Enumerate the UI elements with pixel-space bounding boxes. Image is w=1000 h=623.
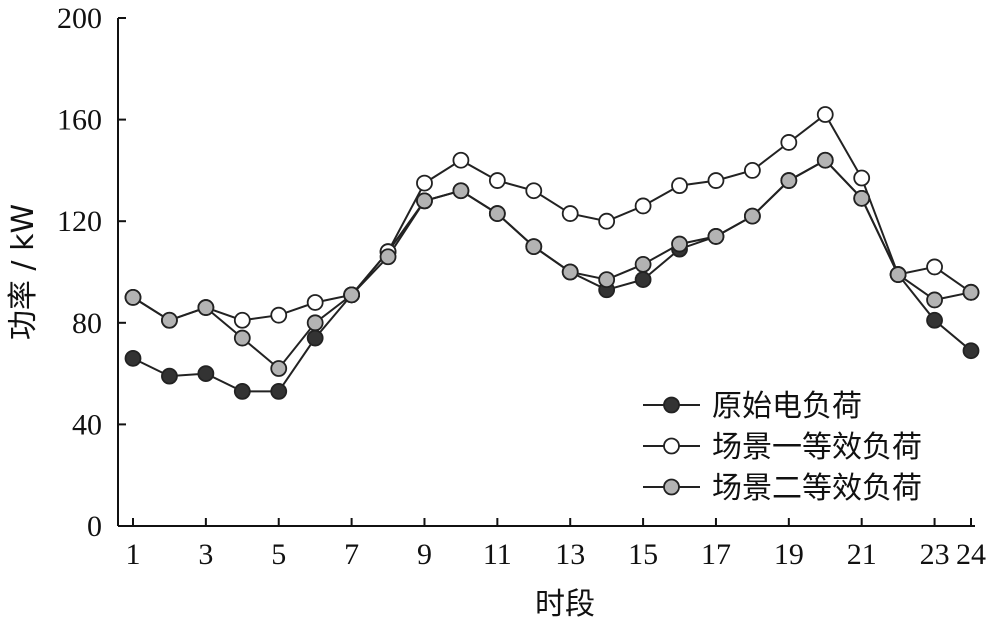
legend-swatch-marker <box>663 396 680 414</box>
axes <box>117 18 975 527</box>
y-ticks: 0 40 80 120 160 200 <box>57 2 126 543</box>
x-tick-label: 11 <box>483 538 512 571</box>
legend-item: 原始电负荷 <box>643 389 862 424</box>
legend-item: 场景一等效负荷 <box>643 430 922 465</box>
data-point <box>124 349 142 367</box>
data-point <box>926 258 943 276</box>
data-point <box>853 169 871 187</box>
x-tick-label: 9 <box>417 538 432 571</box>
data-point <box>306 329 324 347</box>
series-1 <box>132 158 972 393</box>
data-point <box>598 212 616 230</box>
series-2-line <box>132 113 972 322</box>
data-point <box>671 177 688 195</box>
y-tick-label: 160 <box>57 104 102 137</box>
data-point <box>306 314 324 332</box>
y-tick-label: 80 <box>72 307 102 340</box>
series-2 <box>132 113 972 322</box>
x-tick-label: 15 <box>628 538 658 571</box>
data-point <box>379 248 397 266</box>
series-1-markers <box>124 151 980 400</box>
data-point <box>962 283 980 301</box>
series-2-markers <box>124 106 980 329</box>
x-tick-label: 24 <box>956 538 986 571</box>
series-1-line <box>132 158 972 393</box>
series-layer <box>124 106 980 400</box>
data-point <box>889 266 907 283</box>
data-point <box>780 172 798 189</box>
y-tick-label: 40 <box>72 408 102 441</box>
data-point <box>488 205 506 222</box>
legend-label: 原始电负荷 <box>712 389 862 424</box>
data-point <box>634 255 652 273</box>
x-tick-label: 5 <box>271 538 286 571</box>
data-point <box>743 161 761 179</box>
legend-label: 场景二等效负荷 <box>712 471 922 506</box>
x-tick-label: 7 <box>344 538 359 571</box>
data-point <box>233 329 251 347</box>
data-point <box>707 172 725 189</box>
series-3-markers <box>124 151 980 377</box>
x-tick-label: 1 <box>126 538 141 571</box>
data-point <box>780 134 798 151</box>
x-tick-label: 19 <box>774 538 804 571</box>
data-point <box>561 263 579 281</box>
y-tick-label: 200 <box>57 2 102 35</box>
data-point <box>270 382 288 400</box>
data-point <box>561 205 579 222</box>
data-point <box>124 288 142 306</box>
legend-swatch-marker <box>663 437 680 455</box>
data-point <box>197 299 215 316</box>
data-point <box>488 172 506 189</box>
x-tick-label: 23 <box>920 538 950 571</box>
data-point <box>452 151 470 169</box>
legend-swatch-marker <box>663 478 680 496</box>
data-point <box>161 311 178 329</box>
y-tick-label: 120 <box>57 205 102 238</box>
data-point <box>816 151 834 169</box>
data-point <box>853 189 871 207</box>
data-point <box>416 174 433 192</box>
x-ticks: 1 3 5 7 9 11 13 15 17 19 21 23 24 <box>126 518 986 571</box>
data-point <box>416 192 433 210</box>
data-point <box>343 286 361 304</box>
data-point <box>233 311 251 329</box>
data-point <box>270 306 288 324</box>
y-tick-label: 0 <box>87 510 102 543</box>
series-3-line <box>132 158 972 370</box>
data-point <box>926 291 943 309</box>
y-axis-title: 功率 / kW <box>6 204 41 340</box>
x-axis-title: 时段 <box>535 587 595 622</box>
data-point <box>634 271 652 289</box>
data-point <box>598 271 616 289</box>
data-point <box>707 228 725 245</box>
data-point <box>962 342 980 360</box>
x-tick-label: 13 <box>555 538 585 571</box>
data-point <box>926 311 943 329</box>
data-point <box>525 182 543 200</box>
legend-label: 场景一等效负荷 <box>712 430 922 465</box>
data-point <box>525 238 543 256</box>
data-point <box>816 106 834 123</box>
data-point <box>197 365 215 383</box>
data-point <box>161 367 178 385</box>
data-point <box>634 197 652 215</box>
x-tick-label: 3 <box>198 538 213 571</box>
legend-item: 场景二等效负荷 <box>643 471 922 506</box>
x-tick-label: 21 <box>847 538 877 571</box>
data-point <box>671 235 688 253</box>
data-point <box>452 182 470 200</box>
data-point <box>270 360 288 377</box>
x-tick-label: 17 <box>701 538 731 571</box>
series-3 <box>132 158 972 370</box>
data-point <box>233 382 251 400</box>
data-point <box>306 294 324 311</box>
data-point <box>743 207 761 225</box>
